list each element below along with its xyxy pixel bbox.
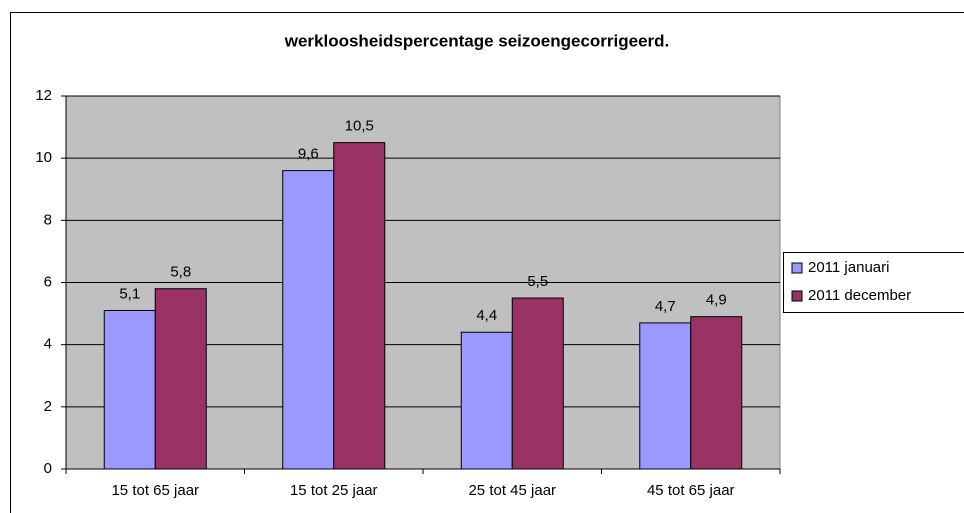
legend-box xyxy=(783,252,964,313)
legend-swatch xyxy=(791,290,803,302)
x-tick-label: 15 tot 65 jaar xyxy=(111,482,199,499)
y-tick-label: 12 xyxy=(35,87,52,104)
legend-label: 2011 december xyxy=(808,287,911,304)
y-tick-label: 0 xyxy=(44,460,52,477)
x-tick-label: 45 tot 65 jaar xyxy=(647,482,735,499)
x-tick-label: 25 tot 45 jaar xyxy=(468,482,556,499)
bar xyxy=(460,331,513,470)
value-label: 4,4 xyxy=(476,307,497,324)
x-tick-label: 15 tot 25 jaar xyxy=(290,482,378,499)
bar xyxy=(333,142,386,470)
bar xyxy=(103,309,156,470)
value-label: 4,9 xyxy=(706,292,727,309)
value-label: 4,7 xyxy=(655,298,676,315)
legend-swatch xyxy=(791,262,803,274)
y-tick-label: 10 xyxy=(35,149,52,166)
bar xyxy=(154,288,207,470)
chart-title: werkloosheidspercentage seizoengecorrige… xyxy=(284,31,670,50)
value-label: 9,6 xyxy=(298,146,319,163)
y-tick-label: 2 xyxy=(44,398,52,415)
value-label: 5,8 xyxy=(170,264,191,281)
value-label: 5,5 xyxy=(527,273,548,290)
y-tick-label: 4 xyxy=(44,336,52,353)
bar xyxy=(639,322,692,470)
bar xyxy=(690,316,743,470)
value-label: 5,1 xyxy=(119,285,140,302)
bar xyxy=(282,170,335,470)
value-label: 10,5 xyxy=(345,118,374,135)
bar xyxy=(511,297,564,470)
y-tick-label: 8 xyxy=(44,211,52,228)
y-tick-label: 6 xyxy=(44,273,52,290)
legend-label: 2011 januari xyxy=(808,259,889,276)
